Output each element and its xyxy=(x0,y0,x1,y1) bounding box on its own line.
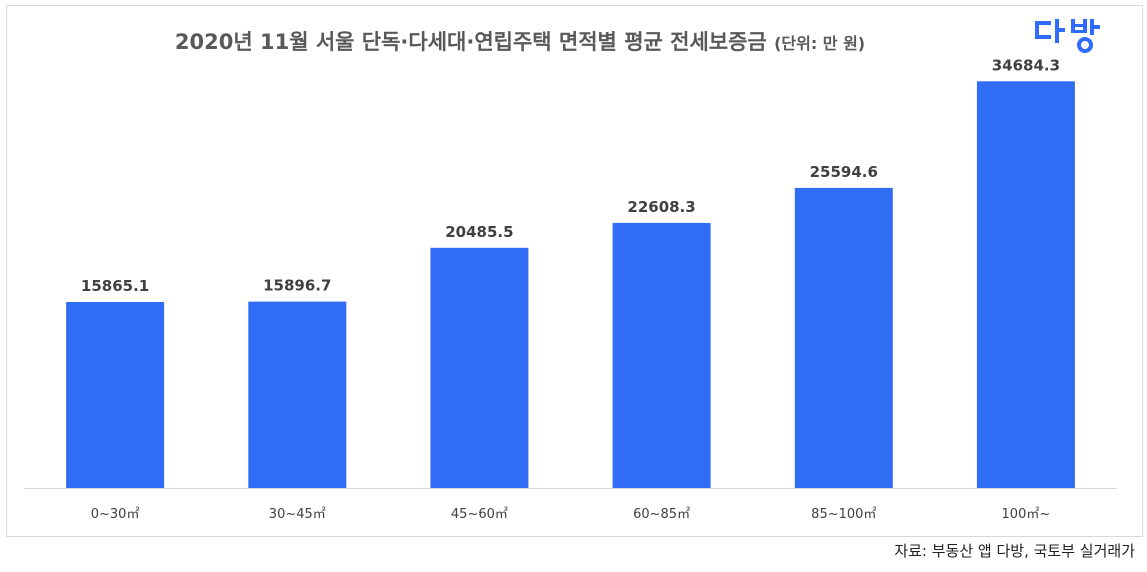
source-note: 자료: 부동산 앱 다방, 국토부 실거래가 xyxy=(894,542,1135,560)
value-labels-group: 15865.1 15896.7 20485.5 22608.3 25594.6 34684… xyxy=(81,56,1060,295)
chart-title-text: 2020년 11월 서울 단독·다세대·연립주택 면적별 평균 전세보증금 xyxy=(174,30,767,54)
x-tick-labels-group: 0~30㎡ 30~45㎡ 45~60㎡ 60~85㎡ 85~100㎡ 100㎡~ xyxy=(91,507,1051,522)
bars-group xyxy=(66,81,1075,489)
x-tick-label: 30~45㎡ xyxy=(269,507,326,522)
bar-value-label: 22608.3 xyxy=(627,198,695,216)
x-tick-label: 45~60㎡ xyxy=(451,507,508,522)
bar xyxy=(794,187,893,488)
x-tick-label: 0~30㎡ xyxy=(91,507,140,522)
bar-value-label: 20485.5 xyxy=(445,223,513,241)
bar xyxy=(66,302,165,488)
dabang-logo-icon xyxy=(1035,19,1100,53)
chart-title: 2020년 11월 서울 단독·다세대·연립주택 면적별 평균 전세보증금 (단… xyxy=(0,26,1040,56)
bar-value-label: 34684.3 xyxy=(992,56,1060,74)
dabang-logo xyxy=(1033,15,1113,55)
bar xyxy=(430,247,529,488)
bar-value-label: 15896.7 xyxy=(263,277,331,295)
bar-value-label: 25594.6 xyxy=(810,163,878,181)
x-tick-label: 100㎡~ xyxy=(1002,507,1051,522)
bar xyxy=(612,222,711,488)
chart-title-unit: (단위: 만 원) xyxy=(774,34,866,53)
x-tick-label: 85~100㎡ xyxy=(811,507,876,522)
bar xyxy=(248,301,347,488)
chart-frame xyxy=(6,5,1143,537)
bar-value-label: 15865.1 xyxy=(81,277,149,295)
bar xyxy=(976,81,1075,489)
x-tick-label: 60~85㎡ xyxy=(633,507,690,522)
